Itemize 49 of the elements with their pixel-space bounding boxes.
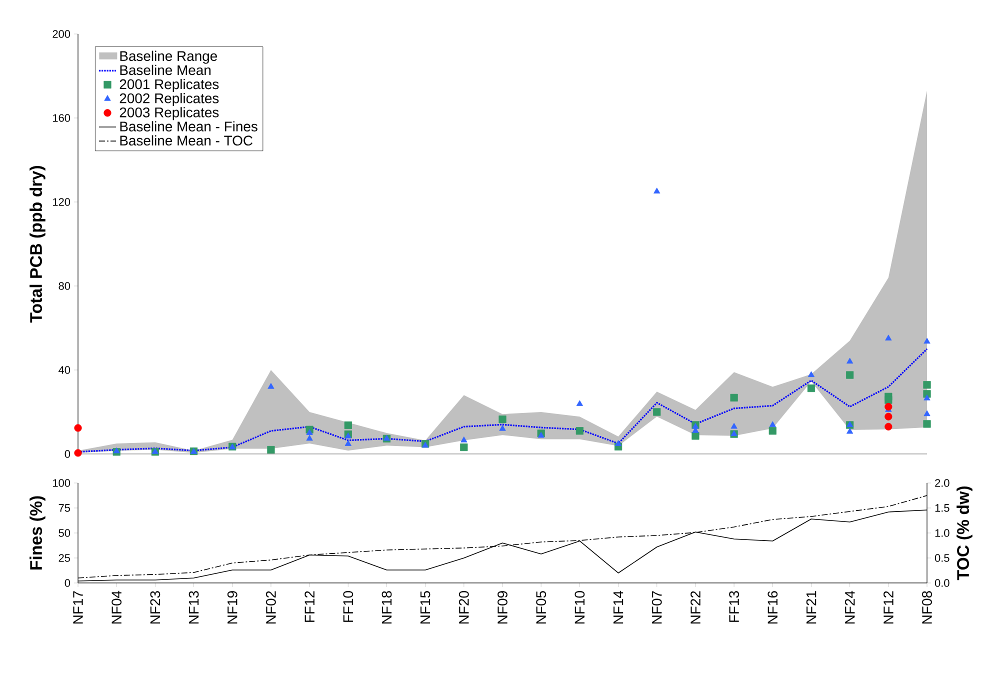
legend-label: 2003 Replicates [120,107,219,120]
legend-label: 2001 Replicates [120,78,219,92]
x-tick-label: NF20 [458,591,469,624]
x-tick-label: NF12 [884,591,894,624]
x-tick-label: NF08 [922,591,932,624]
y-tick-label: 75 [58,504,70,512]
y-tick-label: 50 [58,529,70,537]
text: Baseline Mean - Fines [120,121,258,132]
x-tick-label: NF14 [613,590,624,624]
y2-tick-label: 1.0 [935,529,950,537]
y2-tick-label: 2.0 [935,479,950,487]
x-tick-label: NF17 [73,591,83,624]
text: Baseline Mean - TOC [120,135,252,146]
x-tick-label: FF12 [304,591,314,622]
x-tick-label: NF10 [574,591,585,624]
y-tick-label: 100 [53,479,70,487]
x-tick-label: NF04 [112,590,122,624]
x-tick-label: NF18 [382,591,392,624]
x-tick-label: NF07 [652,591,662,624]
y-axis-title: Total PCB (ppb dry) [30,166,46,323]
x-tick-label: NF13 [188,591,199,624]
y-tick-label: 0 [64,579,70,587]
y-tick-label: 160 [53,114,70,122]
y-tick-label: 200 [52,30,70,38]
x-tick-label: NF22 [690,591,700,624]
y2-tick-label: 0.0 [934,579,950,587]
y-tick-label: 80 [58,282,70,290]
x-tick-label: NF19 [227,591,238,624]
x-tick-label: NF24 [844,590,855,624]
x-tick-label: FF10 [343,591,354,622]
y-tick-label: 40 [58,366,70,374]
x-tick-label: NF16 [768,591,778,624]
y2-tick-label: 1.5 [935,504,950,512]
y2-axis-title: TOC (% dw) [956,486,972,580]
y-tick-label: 0 [64,450,70,458]
legend-label: 2002 Replicates [120,93,219,106]
x-tick-label: NF21 [806,591,816,624]
y-tick-label: 120 [53,198,70,206]
x-tick-label: NF09 [498,591,508,624]
x-tick-label: NF02 [266,591,276,624]
y-tick-label: 25 [58,554,70,562]
x-tick-label: FF13 [729,591,739,622]
x-tick-label: NF23 [150,591,160,624]
x-tick-label: NF05 [536,591,546,624]
y-axis-title: Fines (%) [30,496,46,570]
legend-label: Baseline Mean [120,64,211,76]
y2-tick-label: 0.5 [934,554,950,562]
annotation: Baseline Range [120,50,217,64]
x-tick-label: NF15 [420,591,430,624]
